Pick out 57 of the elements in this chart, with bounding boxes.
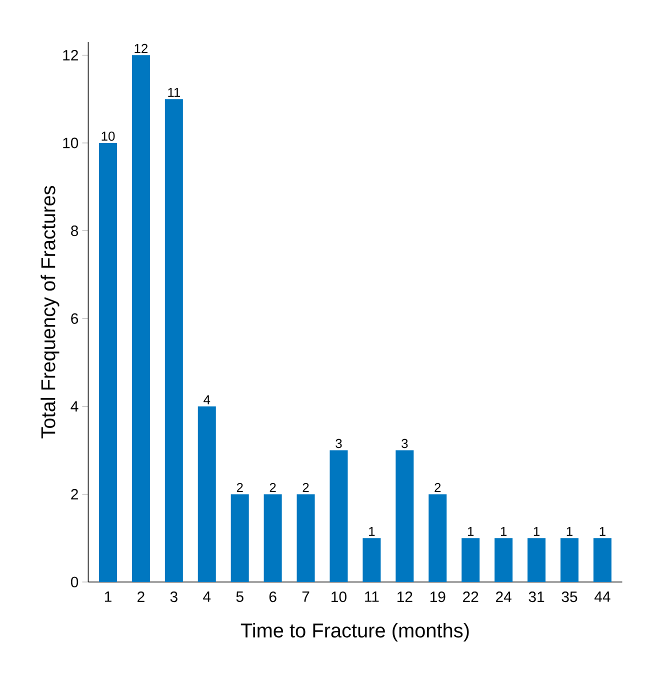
bar [132, 55, 150, 582]
y-axis-title: Total Frequency of Fractures [40, 186, 60, 438]
data-label: 3 [336, 438, 342, 448]
y-tick-label: 0 [70, 576, 78, 588]
y-tick-label: 12 [63, 50, 78, 60]
y-tick-label: 8 [71, 225, 78, 236]
bar [428, 494, 447, 582]
data-label: 1 [566, 526, 572, 536]
bar [164, 99, 183, 582]
data-label: 2 [270, 482, 276, 492]
data-label: 1 [534, 526, 540, 536]
bar [560, 538, 578, 582]
data-label: 4 [204, 395, 210, 404]
x-tick-label: 7 [302, 592, 310, 602]
data-label: 10 [102, 132, 115, 141]
data-label: 2 [434, 482, 441, 492]
data-label: 1 [500, 526, 507, 536]
x-tick-label: 12 [398, 592, 412, 602]
x-tick-label: 35 [562, 592, 578, 602]
bar [296, 494, 315, 582]
x-tick-label: 22 [463, 592, 478, 602]
y-tick-label: 10 [63, 138, 78, 148]
bar [396, 450, 414, 582]
data-label: 2 [236, 482, 243, 492]
y-tick-label: 4 [70, 401, 78, 412]
x-tick-label: 5 [236, 592, 244, 602]
data-label: 11 [168, 88, 180, 97]
x-tick-label: 24 [496, 592, 512, 602]
data-label: 1 [468, 526, 474, 536]
x-tick-label: 11 [365, 592, 379, 602]
x-tick-label: 2 [138, 592, 144, 602]
x-tick-label: 1 [104, 592, 112, 602]
data-label: 2 [302, 482, 309, 492]
x-tick-label: 4 [203, 592, 211, 602]
bar [362, 538, 381, 582]
bar [99, 142, 117, 582]
x-tick-label: 10 [332, 592, 346, 602]
bar [494, 538, 513, 582]
x-tick-label: 31 [528, 592, 544, 602]
data-label: 12 [134, 44, 148, 53]
x-axis-title: Time to Fracture (months) [240, 622, 469, 642]
bar [528, 538, 546, 582]
data-label: 1 [600, 526, 606, 536]
data-label: 3 [402, 438, 408, 448]
x-tick-label: 19 [430, 592, 446, 602]
y-tick-label: 6 [71, 313, 78, 324]
x-tick-label: 44 [594, 592, 610, 602]
bar [230, 494, 249, 582]
y-tick-label: 2 [71, 488, 78, 500]
x-tick-label: 6 [269, 592, 276, 602]
bar [330, 450, 348, 582]
bar [264, 494, 282, 582]
bar [593, 538, 612, 582]
x-tick-label: 3 [170, 592, 178, 602]
data-label: 1 [369, 526, 375, 536]
bar [462, 538, 480, 582]
bar [198, 406, 216, 582]
